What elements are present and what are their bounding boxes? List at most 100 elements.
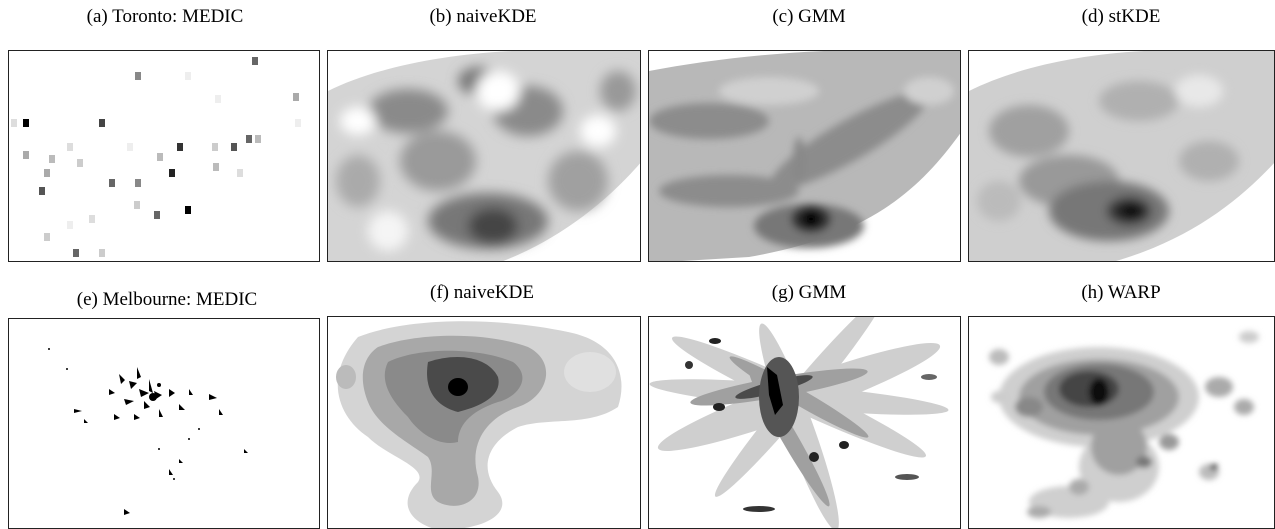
panel-melbourne-naivekde (327, 316, 641, 529)
blob (1059, 371, 1119, 407)
cell (39, 187, 45, 195)
point (158, 448, 160, 450)
blob (1015, 397, 1043, 417)
blob (1119, 203, 1143, 219)
node (921, 374, 937, 380)
cell (134, 201, 140, 209)
panel-toronto-naivekde (327, 50, 641, 262)
blob (989, 349, 1009, 365)
blob (1210, 464, 1218, 470)
cell (293, 93, 299, 101)
blob (977, 181, 1021, 221)
blob (336, 155, 380, 207)
cell (185, 206, 191, 214)
cell (212, 143, 218, 151)
core-dark (767, 367, 783, 415)
point (149, 393, 157, 401)
cell (255, 135, 261, 143)
blob (801, 211, 821, 227)
panel-melbourne-warp (968, 316, 1275, 529)
blob (1099, 81, 1179, 121)
melbourne-medic-points (48, 348, 248, 515)
blob (1091, 419, 1147, 475)
blob (368, 211, 408, 251)
blob (1159, 434, 1179, 450)
blob (793, 137, 805, 185)
caption-a: (a) Toronto: MEDIC (86, 6, 244, 27)
cluster (74, 367, 248, 515)
cell (154, 211, 160, 219)
cell (135, 179, 141, 187)
blob (1136, 456, 1152, 468)
node (709, 338, 721, 344)
cell (23, 119, 29, 127)
caption-g: (g) GMM (771, 282, 847, 303)
melbourne-warp-contour (989, 331, 1259, 518)
cell (215, 95, 221, 103)
blob (368, 89, 448, 133)
cell (44, 169, 50, 177)
node (713, 403, 725, 411)
node (839, 441, 849, 449)
blob (400, 131, 476, 191)
caption-c: (c) GMM (772, 6, 846, 27)
peak (448, 378, 468, 396)
panel-toronto-stkde (968, 50, 1275, 262)
point (173, 478, 175, 480)
cell (99, 249, 105, 257)
cell (213, 163, 219, 171)
cell (11, 119, 17, 127)
blob (1089, 378, 1109, 406)
cell (231, 143, 237, 151)
toronto-stkde-contour (969, 51, 1274, 261)
blob (989, 105, 1069, 157)
blob (468, 208, 518, 244)
cell (109, 179, 115, 187)
cell (44, 233, 50, 241)
caption-b: (b) naiveKDE (429, 6, 537, 27)
cell (89, 215, 95, 223)
cell (23, 151, 29, 159)
toronto-naivekde-contour (328, 51, 640, 261)
blob (1175, 75, 1223, 107)
blob (340, 107, 376, 135)
cell (237, 169, 243, 177)
panel-toronto-gmm (648, 50, 961, 262)
caption-h: (h) WARP (1081, 282, 1161, 303)
blob (1205, 377, 1233, 397)
cell (295, 119, 301, 127)
blob (719, 77, 819, 105)
cell (99, 119, 105, 127)
panel-toronto-medic (8, 50, 320, 262)
cell (127, 143, 133, 151)
melbourne-gmm-contour (649, 317, 949, 528)
cell (135, 72, 141, 80)
blob (1069, 479, 1089, 495)
blob (1239, 331, 1259, 343)
blob (1179, 141, 1239, 181)
blob (580, 115, 616, 147)
cell (177, 143, 183, 151)
blob (991, 391, 1007, 403)
blob (1234, 399, 1254, 415)
cell (169, 169, 175, 177)
panel-melbourne-medic (8, 318, 320, 529)
blob (476, 71, 520, 111)
panel-melbourne-gmm (648, 316, 961, 529)
blob (770, 92, 928, 190)
blob (904, 77, 954, 105)
cell (67, 143, 73, 151)
cell (246, 135, 252, 143)
node (895, 474, 919, 480)
cell (185, 72, 191, 80)
node (685, 361, 693, 369)
node (809, 452, 819, 462)
blob (548, 151, 608, 211)
caption-f: (f) naiveKDE (430, 282, 534, 303)
blob (600, 71, 636, 111)
point (66, 368, 68, 370)
blob (336, 365, 356, 389)
blob (649, 103, 769, 139)
cell (49, 155, 55, 163)
blob (564, 352, 616, 392)
